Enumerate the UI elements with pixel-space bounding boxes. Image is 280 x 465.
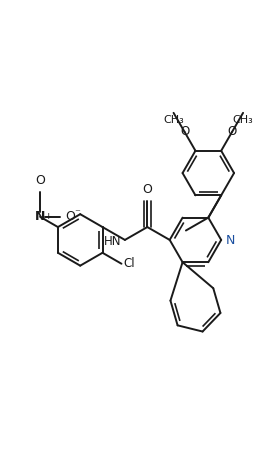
Text: ⁻: ⁻	[74, 208, 80, 218]
Text: HN: HN	[103, 235, 121, 248]
Text: O: O	[180, 125, 189, 138]
Text: O: O	[142, 183, 152, 196]
Text: O: O	[65, 210, 75, 223]
Text: N: N	[226, 234, 235, 247]
Text: +: +	[44, 212, 52, 221]
Text: CH₃: CH₃	[233, 115, 253, 125]
Text: O: O	[228, 125, 237, 138]
Text: N: N	[35, 210, 45, 223]
Text: CH₃: CH₃	[163, 115, 184, 125]
Text: Cl: Cl	[123, 257, 135, 270]
Text: O: O	[35, 174, 45, 187]
